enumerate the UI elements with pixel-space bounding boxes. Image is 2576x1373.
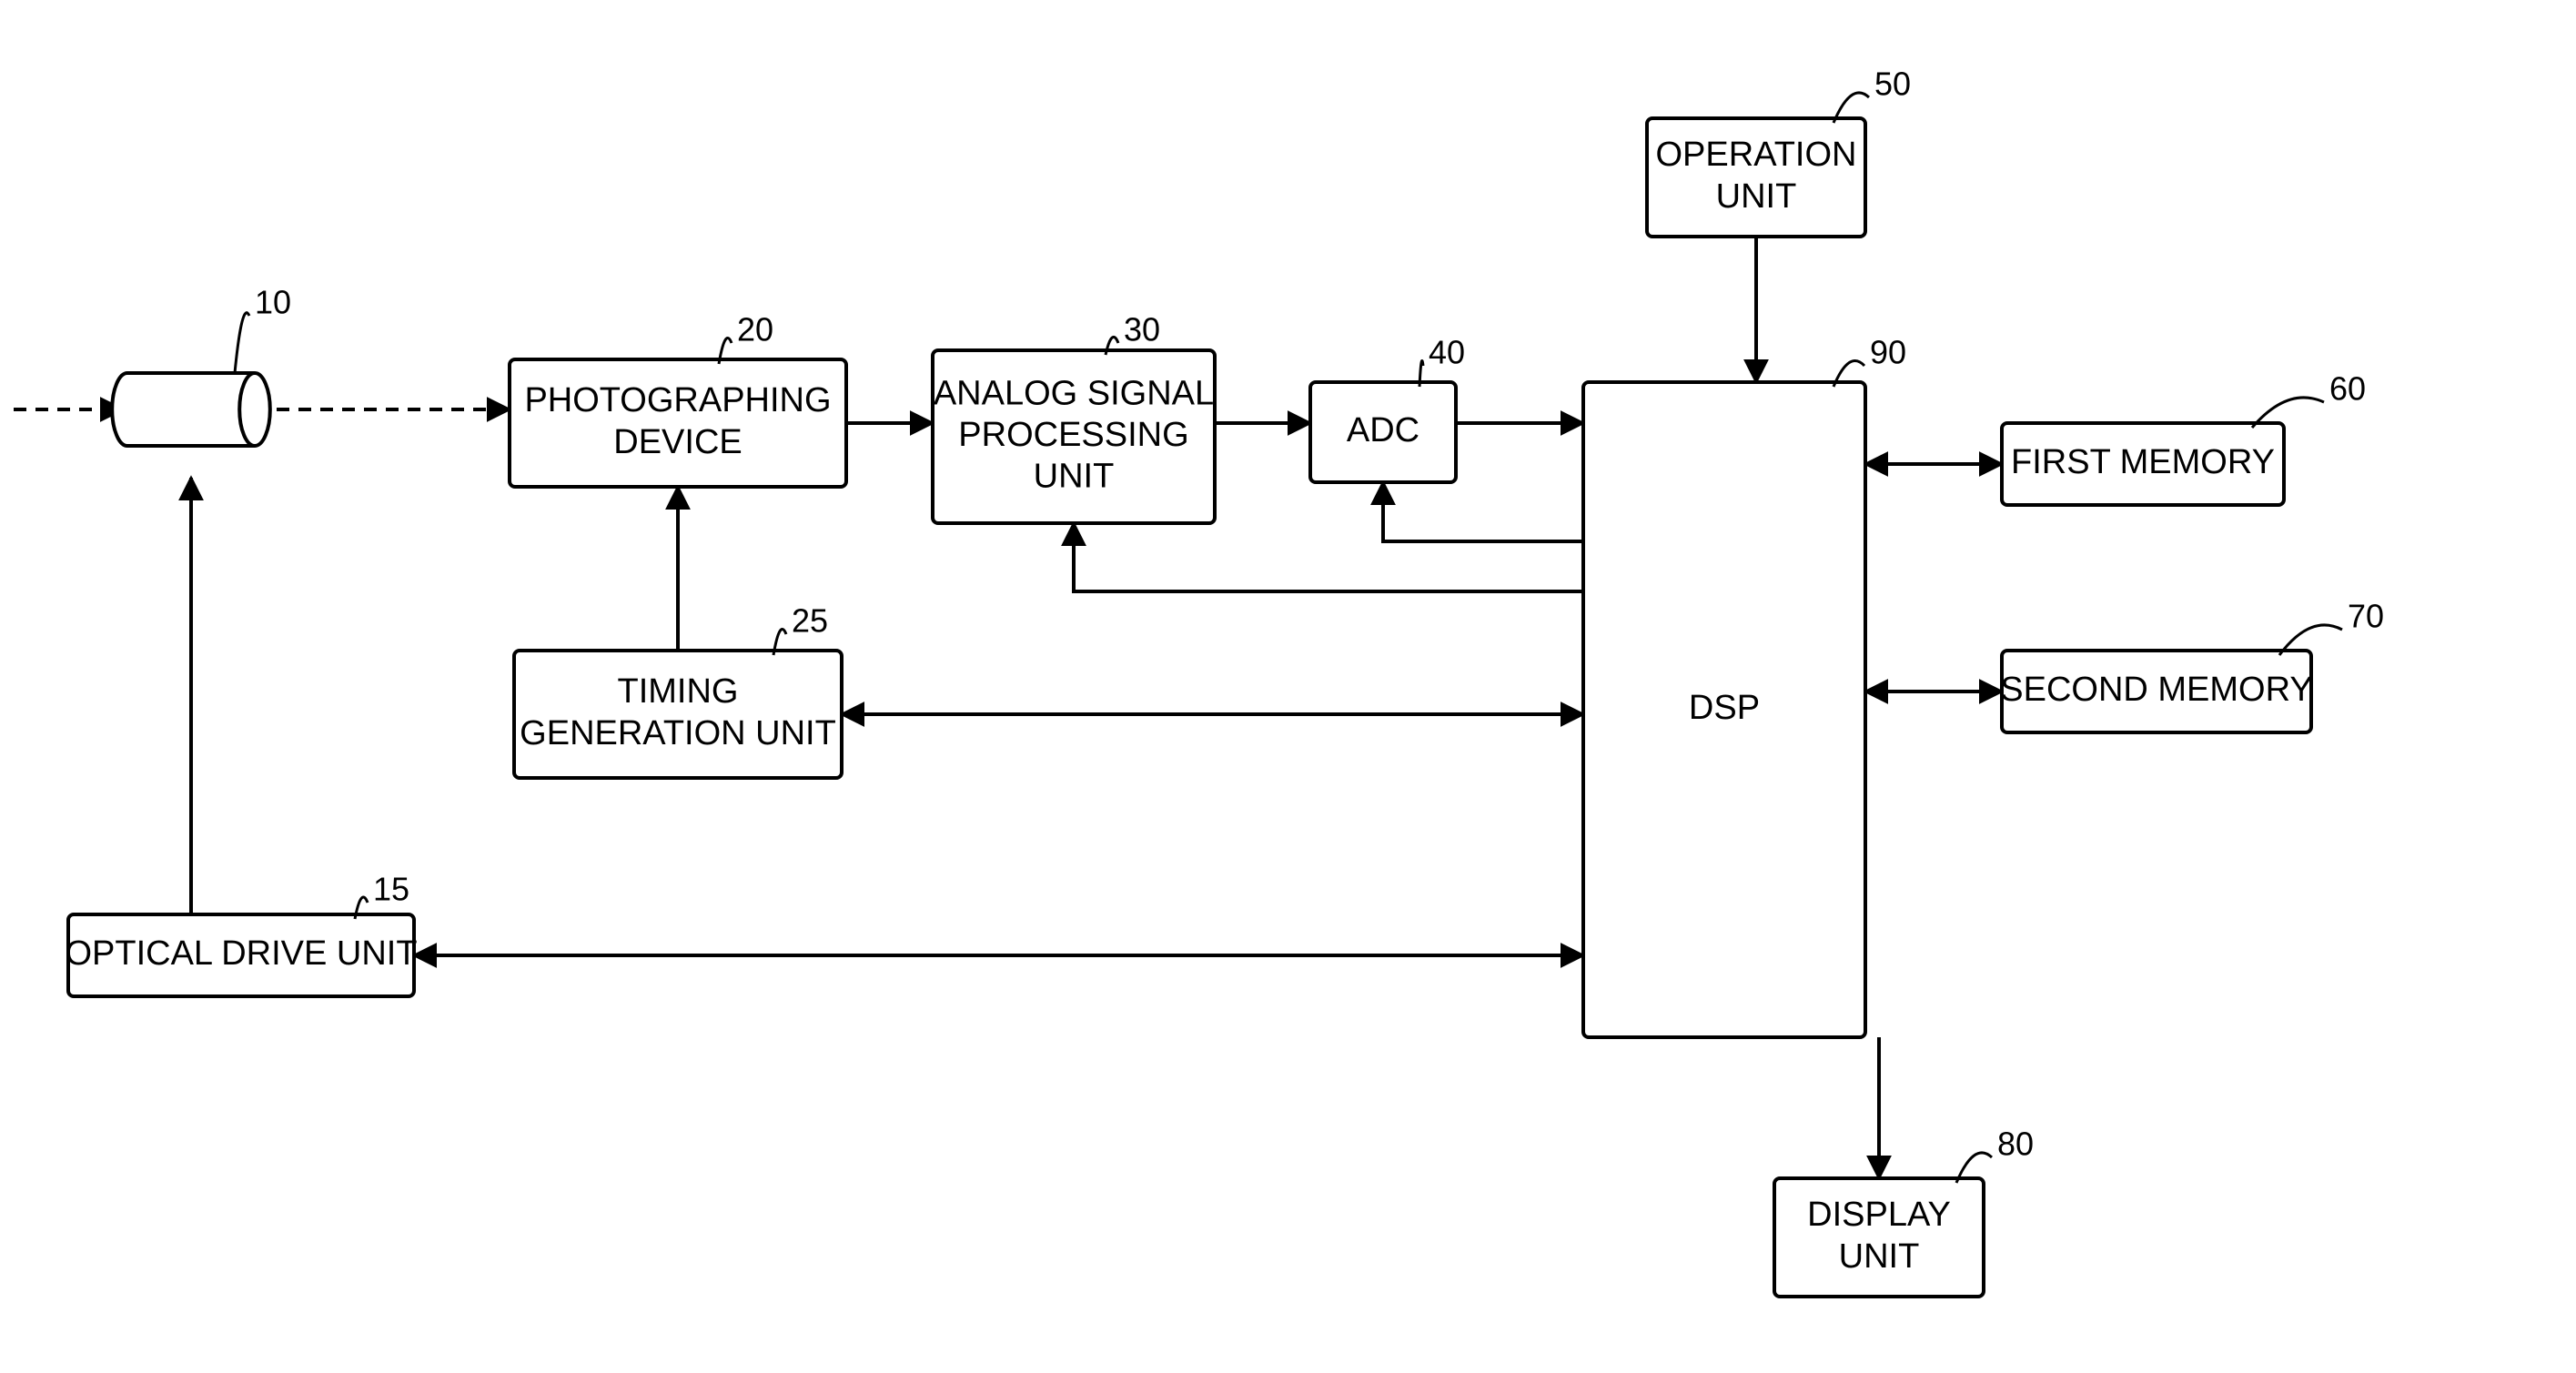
- operation-ref: 50: [1834, 66, 1911, 123]
- display-ref-number: 80: [1997, 1126, 2034, 1163]
- photographing-block: PHOTOGRAPHING DEVICE: [510, 359, 846, 487]
- photographing-ref-number: 20: [737, 311, 773, 348]
- analog-label: ANALOG SIGNAL: [934, 374, 1214, 412]
- timing-label: GENERATION UNIT: [520, 714, 836, 752]
- adc-ref-number: 40: [1429, 334, 1465, 371]
- dsp-ref-number: 90: [1870, 334, 1906, 371]
- optical_drive-label: OPTICAL DRIVE UNIT: [65, 934, 417, 973]
- operation-ref-number: 50: [1874, 66, 1911, 103]
- optical_drive-block: OPTICAL DRIVE UNIT: [65, 914, 417, 996]
- block-diagram: OPTICAL DRIVE UNIT PHOTOGRAPHING DEVICE TIM…: [0, 0, 2576, 1373]
- operation-label: UNIT: [1716, 177, 1797, 216]
- photographing-label: DEVICE: [613, 423, 742, 461]
- lens-ref: 10: [235, 284, 291, 373]
- display-block: DISPLAYUNIT: [1774, 1178, 1984, 1297]
- second_memory-label: SECOND MEMORY: [2000, 671, 2312, 709]
- timing-label: TIMING: [618, 672, 739, 711]
- second_memory-ref-number: 70: [2348, 598, 2384, 635]
- lens-ref-number: 10: [255, 284, 291, 321]
- adc-label: ADC: [1347, 411, 1419, 449]
- timing-block: TIMINGGENERATION UNIT: [514, 651, 842, 778]
- display-label: UNIT: [1839, 1237, 1920, 1276]
- display-label: DISPLAY: [1807, 1196, 1951, 1234]
- dsp-ref: 90: [1834, 334, 1906, 387]
- second_memory-ref: 70: [2279, 598, 2384, 655]
- analog-ref: 30: [1106, 311, 1160, 355]
- analog-label: PROCESSING: [958, 416, 1188, 454]
- timing-ref-number: 25: [792, 602, 828, 640]
- first_memory-ref-number: 60: [2329, 370, 2366, 408]
- first_memory-label: FIRST MEMORY: [2011, 443, 2275, 481]
- operation-label: OPERATION: [1656, 136, 1857, 174]
- adc-ref: 40: [1419, 334, 1465, 387]
- first_memory-ref: 60: [2252, 370, 2366, 428]
- edge-dsp-analog: [1074, 523, 1583, 591]
- analog-ref-number: 30: [1124, 311, 1160, 348]
- analog-label: UNIT: [1034, 458, 1115, 496]
- optical_drive-ref: 15: [355, 871, 409, 919]
- adc-block: ADC: [1310, 382, 1456, 482]
- edge-dsp-adc: [1383, 482, 1583, 541]
- display-ref: 80: [1956, 1126, 2034, 1183]
- photographing-label: PHOTOGRAPHING: [524, 381, 831, 419]
- dsp-label: DSP: [1689, 689, 1760, 727]
- operation-block: OPERATIONUNIT: [1647, 118, 1865, 237]
- timing-ref: 25: [773, 602, 828, 655]
- second_memory-block: SECOND MEMORY: [2000, 651, 2312, 732]
- analog-block: ANALOG SIGNAL PROCESSING UNIT: [933, 350, 1215, 523]
- optical_drive-ref-number: 15: [373, 871, 409, 908]
- lens-block: [112, 373, 270, 446]
- photographing-ref: 20: [719, 311, 773, 364]
- first_memory-block: FIRST MEMORY: [2002, 423, 2284, 505]
- dsp-block: DSP: [1583, 382, 1865, 1037]
